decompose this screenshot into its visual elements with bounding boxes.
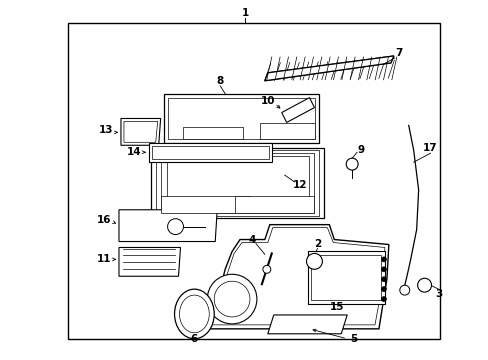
Circle shape bbox=[167, 219, 183, 235]
Polygon shape bbox=[119, 247, 180, 276]
Polygon shape bbox=[148, 143, 271, 162]
Text: 4: 4 bbox=[248, 234, 255, 244]
Text: 9: 9 bbox=[357, 145, 364, 155]
Circle shape bbox=[346, 158, 357, 170]
Circle shape bbox=[381, 267, 386, 272]
Circle shape bbox=[214, 281, 249, 317]
Polygon shape bbox=[121, 118, 161, 145]
Polygon shape bbox=[163, 94, 319, 143]
Text: 7: 7 bbox=[394, 48, 402, 58]
Text: 5: 5 bbox=[350, 334, 357, 344]
Polygon shape bbox=[264, 56, 393, 81]
Text: 3: 3 bbox=[434, 289, 441, 299]
Polygon shape bbox=[264, 56, 393, 81]
Bar bbox=[68, 23, 440, 339]
Text: 17: 17 bbox=[423, 143, 437, 153]
Text: 2: 2 bbox=[313, 239, 321, 249]
Polygon shape bbox=[161, 196, 249, 213]
Circle shape bbox=[417, 278, 431, 292]
Circle shape bbox=[306, 253, 322, 269]
Circle shape bbox=[381, 257, 386, 262]
Polygon shape bbox=[259, 123, 315, 139]
Circle shape bbox=[381, 287, 386, 292]
Polygon shape bbox=[281, 98, 314, 122]
Text: 14: 14 bbox=[126, 147, 141, 157]
Text: 1: 1 bbox=[241, 8, 248, 18]
Circle shape bbox=[399, 285, 409, 295]
Ellipse shape bbox=[174, 289, 214, 339]
Circle shape bbox=[263, 265, 270, 273]
Text: 10: 10 bbox=[260, 96, 275, 105]
Polygon shape bbox=[183, 127, 243, 139]
Circle shape bbox=[207, 274, 256, 324]
Text: 12: 12 bbox=[292, 180, 306, 190]
Text: 6: 6 bbox=[190, 334, 198, 344]
Text: 8: 8 bbox=[216, 76, 224, 86]
Text: 13: 13 bbox=[99, 125, 113, 135]
Circle shape bbox=[381, 297, 386, 302]
Polygon shape bbox=[267, 315, 346, 334]
Ellipse shape bbox=[179, 295, 209, 333]
Polygon shape bbox=[192, 225, 388, 329]
Polygon shape bbox=[150, 148, 324, 218]
Polygon shape bbox=[307, 251, 384, 304]
Text: 16: 16 bbox=[97, 215, 111, 225]
Polygon shape bbox=[119, 210, 217, 242]
Circle shape bbox=[381, 277, 386, 282]
Text: 11: 11 bbox=[97, 255, 111, 264]
Polygon shape bbox=[235, 196, 314, 213]
Text: 15: 15 bbox=[329, 302, 344, 312]
